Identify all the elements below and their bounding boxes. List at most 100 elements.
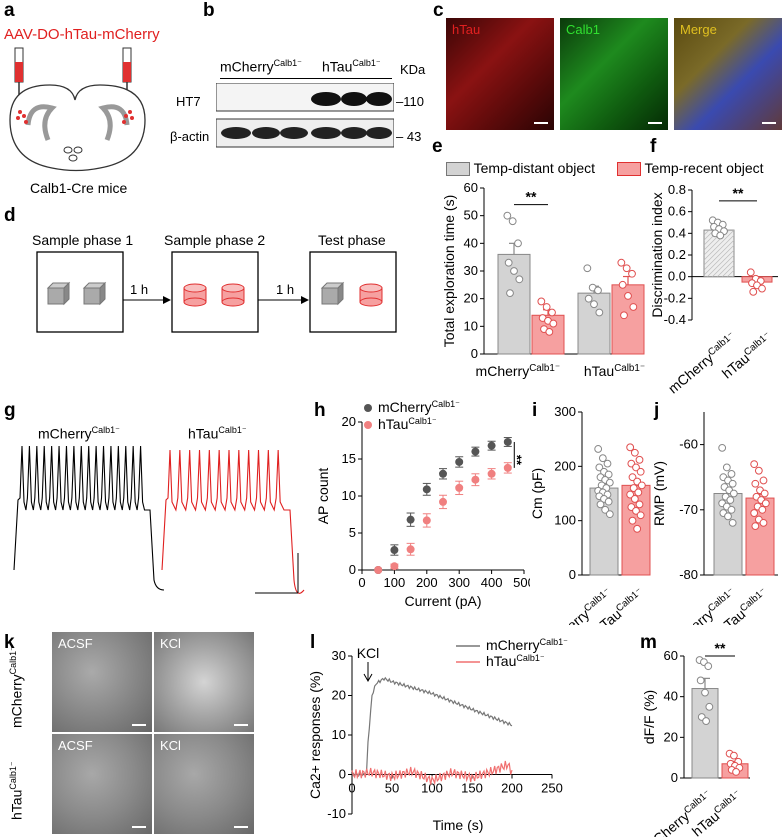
data-point [605,478,614,487]
cube-object-icon [82,281,107,306]
bar-hatch [703,229,735,261]
data-point [406,515,415,524]
data-point [759,476,768,485]
y-axis-label: Ca2+ responses (%) [307,671,323,799]
data-point [624,292,632,300]
data-point [439,469,447,478]
panel-label-e: e [432,136,443,157]
y-tick-label: 10 [464,318,478,333]
bar-hatch [732,274,735,277]
y-axis-label: RMP (mV) [651,461,667,526]
y-tick-label: 30 [332,648,346,663]
legend-label: Temp-recent object [644,160,764,176]
data-point [628,269,636,278]
calcium-image-acsf-1: ACSF [52,632,152,732]
x-tick-label: 100 [421,781,443,796]
panel-label-c: c [433,0,444,21]
legend-label: hTauCalb1⁻ [486,653,545,669]
calcium-image-kcl-1: KCl [154,632,254,732]
data-point [598,454,607,463]
data-point [761,499,770,508]
legend-marker [364,421,372,429]
ap-traces [13,445,305,594]
data-point [635,455,644,464]
x-tick-label: 0 [348,781,355,796]
y-tick-label: 20 [664,729,678,744]
task-schematic [36,251,397,333]
data-point [549,319,558,328]
tick-label: hTauCalb1⁻ [584,363,645,379]
stim-arrow-head [363,673,373,683]
cylinder-object-icon [183,283,207,307]
data-point [515,275,524,284]
data-point [636,467,645,476]
x-tick-label: 100 [384,575,406,590]
data-point [595,463,604,472]
panel-label-k: k [4,632,15,653]
data-point [722,463,731,472]
legend-label: hTauCalb1⁻ [378,416,437,432]
legend-label: Temp-distant object [473,160,596,176]
bar-hatch [717,259,735,277]
scalebar [648,122,662,124]
y-tick-label: 0 [339,767,346,782]
legend-label: mCherryCalb1⁻ [378,400,460,415]
y-tick-label: 0 [349,562,356,577]
y-tick-label: 20 [332,688,346,703]
data-point [704,662,713,671]
y-tick-label: 60 [464,180,478,195]
data-point [455,483,464,492]
data-point [754,466,763,475]
data-point [636,511,645,520]
y-tick-label: 40 [464,235,478,250]
data-point [603,459,612,468]
phase-label-3: Test phase [318,232,386,248]
data-point [705,702,714,711]
calcium-image-kcl-2: KCl [154,734,254,834]
data-point [504,258,513,267]
data-point [626,490,635,499]
interval-label-2: 1 h [276,282,295,297]
bar-hatch [703,234,735,266]
channel-label-htau: hTau [452,22,481,37]
y-axis-label: AP count [315,468,331,525]
data-point [617,258,626,267]
data-point [629,484,638,492]
data-point [390,546,399,555]
data-point [728,518,737,527]
panel-label-f: f [650,136,657,157]
data-point [583,264,592,273]
panel-label-i: i [532,400,538,421]
ap-trace [13,445,165,591]
mouse-label: Calb1-Cre mice [30,180,128,196]
data-point [629,303,638,311]
data-point [506,289,514,298]
panel-label-l: l [310,632,316,653]
data-point [584,294,593,303]
data-point [471,475,480,484]
data-point [750,509,759,517]
blot-mw-2: – 43 [396,129,422,144]
micrograph-calb1: Calb1 [560,18,668,130]
western-blot [216,83,394,148]
data-point [596,500,605,509]
data-point [716,231,725,240]
y-tick-label: 200 [554,458,576,473]
y-tick-label: -60 [679,437,698,452]
row-label-htau: hTauCalb1⁻ [8,761,25,820]
brain-schematic [9,47,146,172]
x-axis-label: Current (pA) [404,593,481,609]
data-point [701,688,709,697]
data-point [632,506,640,515]
panel-label-j: j [654,400,660,421]
data-point [545,327,554,336]
tick-label: mCherryCalb1⁻ [476,363,560,379]
y-tick-label: -0.4 [664,312,686,327]
legend-label: mCherryCalb1⁻ [486,637,568,653]
data-point [724,512,732,521]
x-tick-label: 200 [416,575,438,590]
data-point [548,308,556,317]
legend-e: Temp-distant object Temp-recent object [446,160,764,177]
data-point [620,311,628,320]
data-point [542,303,551,311]
